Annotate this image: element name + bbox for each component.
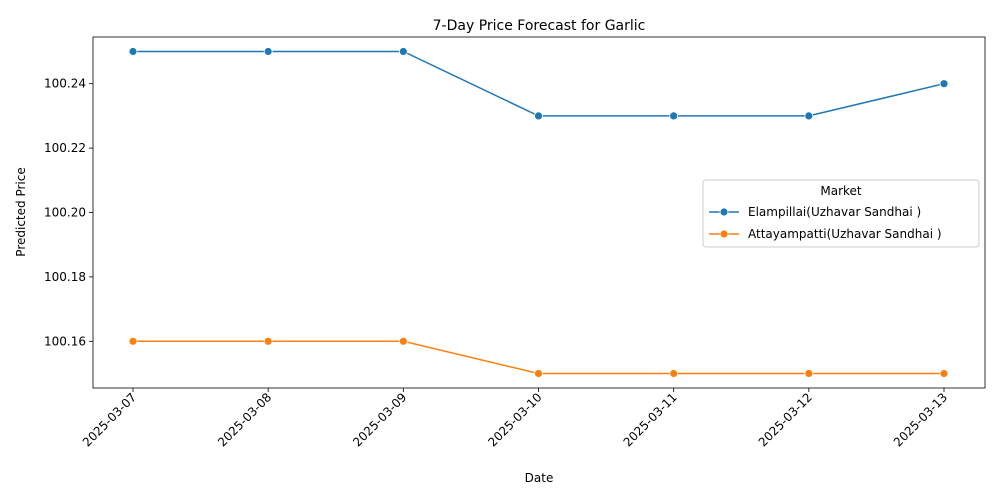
x-axis-label: Date [525,471,554,485]
y-tick-label: 100.22 [44,141,86,155]
data-point [804,369,814,378]
data-point [398,47,408,56]
legend-marker [719,229,729,239]
data-point [128,336,138,346]
data-point [939,369,949,378]
legend-marker [719,207,729,217]
legend-frame [702,179,980,248]
data-point [398,336,408,346]
legend-title: Market [820,184,862,198]
data-point [263,47,273,56]
data-point [804,111,814,121]
chart-title: 7-Day Price Forecast for Garlic [433,18,646,34]
y-tick-label: 100.18 [44,270,86,284]
data-point [669,111,679,121]
y-tick-label: 100.20 [44,206,86,220]
plot-frame [92,36,986,389]
data-point [534,111,543,121]
data-point [263,336,273,346]
y-tick-label: 100.24 [44,77,86,91]
data-point [669,369,679,378]
legend: Market Elampillai(Uzhavar Sandhai ) Attay… [702,179,980,248]
y-axis-label: Predicted Price [14,167,28,256]
y-tick-label: 100.16 [44,334,86,348]
data-point [534,369,543,378]
legend-label: Elampillai(Uzhavar Sandhai ) [748,205,921,219]
data-point [939,79,949,89]
legend-label: Attayampatti(Uzhavar Sandhai ) [748,227,942,241]
data-point [128,47,138,56]
